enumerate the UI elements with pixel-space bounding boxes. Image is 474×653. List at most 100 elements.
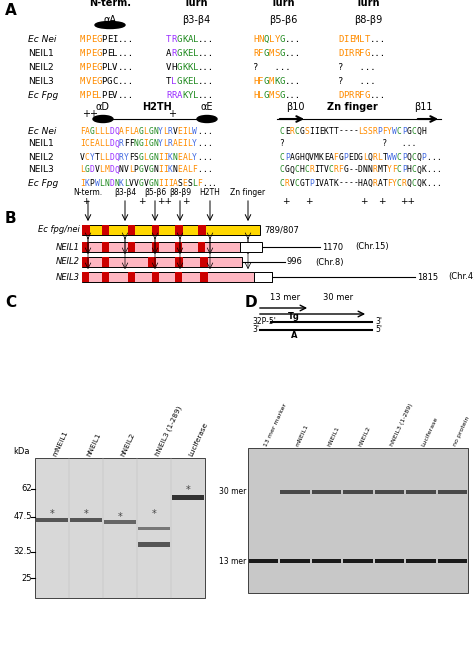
Text: G: G [338,153,343,161]
Text: C: C [329,165,334,174]
Text: M: M [80,48,85,57]
Bar [36,518,68,522]
Text: D: D [338,35,343,44]
Text: C: C [280,165,285,174]
Text: Q: Q [304,153,309,161]
Text: .: . [431,165,436,174]
Text: H: H [172,63,177,71]
Text: P: P [402,127,407,136]
Text: .: . [436,178,441,187]
Text: G: G [280,76,285,86]
Text: 25: 25 [21,574,32,583]
Text: L: L [124,178,129,187]
Text: I: I [314,165,319,174]
Text: L: L [107,63,112,71]
Text: S: S [187,178,192,187]
Text: E: E [91,76,96,86]
Text: I: I [314,127,319,136]
Text: S: S [368,127,373,136]
Bar [102,257,109,267]
Text: β5-β6: β5-β6 [269,15,297,25]
Text: T: T [304,178,309,187]
Bar [138,542,170,547]
Text: .: . [426,153,431,161]
Text: Q: Q [114,140,119,148]
Text: β3-β4: β3-β4 [182,15,210,25]
Text: E: E [324,153,329,161]
Text: G: G [280,48,285,57]
Text: 996: 996 [287,257,303,266]
Bar [102,225,109,235]
Text: R: R [172,91,177,99]
Text: K: K [85,178,90,187]
Text: Y: Y [158,127,163,136]
Text: K: K [119,178,124,187]
Text: M: M [104,165,109,174]
Text: Ec Fpg: Ec Fpg [28,91,58,99]
Text: β5-β6: β5-β6 [144,188,166,197]
Text: V: V [173,127,177,136]
Text: P: P [285,153,290,161]
Text: C: C [397,127,402,136]
Bar [375,559,404,563]
Text: G: G [177,48,182,57]
Text: R: R [172,48,177,57]
Text: NEIL1: NEIL1 [28,140,54,148]
Text: 47.5: 47.5 [13,513,32,521]
Text: L: L [104,127,109,136]
Text: C: C [304,165,309,174]
Text: Zn finger: Zn finger [230,188,265,197]
Text: K: K [421,178,426,187]
Text: C: C [85,140,90,148]
Text: N: N [173,165,177,174]
Bar [175,242,182,252]
Text: V: V [112,91,118,99]
Bar [240,242,262,252]
Text: R: R [168,140,173,148]
Text: M: M [269,91,274,99]
Text: .: . [202,178,207,187]
Text: R: R [172,35,177,44]
Text: L: L [129,165,134,174]
Text: B: B [5,211,17,226]
Bar [281,559,310,563]
Text: Y: Y [387,127,392,136]
Text: .: . [426,165,431,174]
Text: H2TH: H2TH [200,188,220,197]
Text: E: E [107,48,112,57]
Text: ?   ...: ? ... [338,76,375,86]
Bar [343,559,373,563]
Text: D: D [90,165,95,174]
Text: L: L [187,165,192,174]
Bar [102,242,109,252]
Text: S: S [134,153,138,161]
Text: Y: Y [387,165,392,174]
Text: β8-β9: β8-β9 [169,188,191,197]
Text: F: F [338,165,343,174]
Text: .: . [202,140,207,148]
Text: A: A [291,331,297,340]
Text: G: G [264,91,269,99]
Text: -: - [338,127,343,136]
Text: Y: Y [192,153,197,161]
Text: C: C [397,153,402,161]
Text: Ec fpg/nei: Ec fpg/nei [38,225,80,234]
Text: L: L [100,178,104,187]
Text: 13 mer: 13 mer [270,293,300,302]
Text: C: C [295,178,300,187]
Text: 13 mer: 13 mer [219,556,246,565]
Text: P: P [101,63,107,71]
Bar [82,257,242,267]
Text: G: G [358,153,363,161]
Text: F: F [392,165,397,174]
Text: -: - [338,178,343,187]
Text: R: R [373,178,377,187]
Text: P: P [377,127,383,136]
Text: hNEIL3 (1-289): hNEIL3 (1-289) [154,405,183,457]
Text: H: H [300,165,304,174]
Text: L: L [193,91,198,99]
Text: ...: ... [198,35,214,44]
Text: β11: β11 [414,102,432,112]
Text: no protein: no protein [452,415,471,447]
Text: G: G [177,63,182,71]
